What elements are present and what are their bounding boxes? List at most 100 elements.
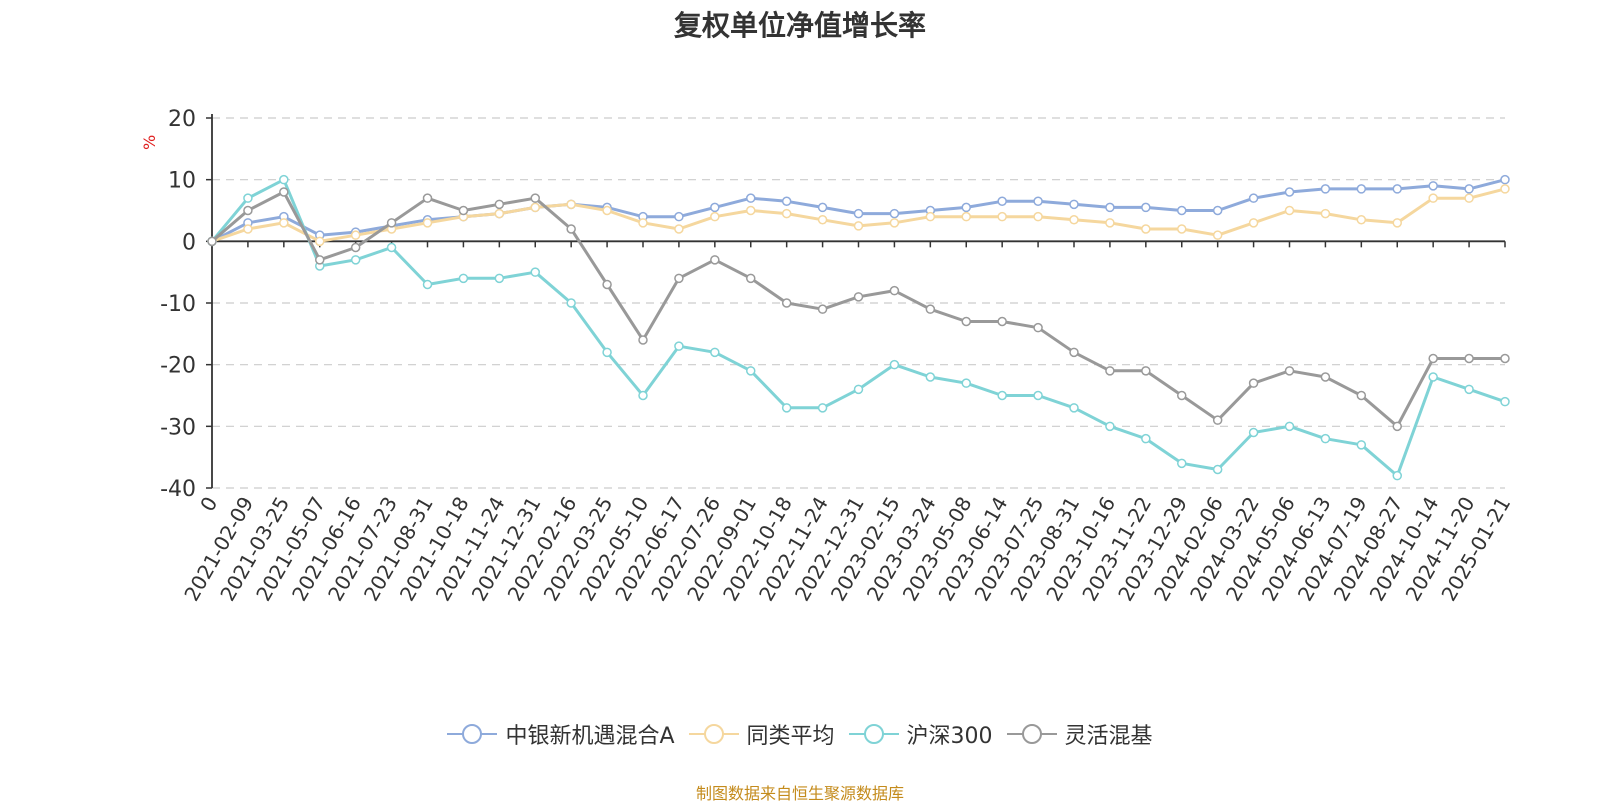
- data-point: [997, 196, 1007, 206]
- legend-label-index: 沪深300: [906, 724, 993, 749]
- legend-label-peer: 同类平均: [746, 724, 835, 749]
- data-point: [746, 193, 756, 203]
- data-point: [530, 202, 540, 213]
- data-point: [746, 205, 756, 216]
- data-point: [1284, 187, 1295, 197]
- data-point: [422, 279, 433, 290]
- data-point: [1212, 464, 1223, 475]
- data-point: [1069, 199, 1079, 210]
- source-note: 制图数据来自恒生聚源数据库: [695, 784, 904, 803]
- data-point: [1428, 181, 1438, 191]
- y-tick-label: 20: [168, 107, 196, 132]
- data-point: [1105, 218, 1115, 228]
- data-point: [925, 211, 936, 222]
- legend-label-category: 灵活混基: [1064, 724, 1153, 749]
- data-point: [889, 359, 900, 370]
- y-tick-label: -40: [160, 477, 196, 502]
- legend-item-fund[interactable]: 中银新机遇混合A: [447, 718, 675, 750]
- data-point: [458, 205, 469, 216]
- data-point: [1033, 196, 1043, 206]
- data-point: [925, 372, 936, 382]
- data-point: [494, 208, 505, 219]
- data-point: [207, 236, 217, 247]
- data-point: [1248, 427, 1259, 438]
- data-point: [1464, 353, 1474, 364]
- data-point: [1033, 390, 1043, 401]
- data-point: [781, 403, 792, 413]
- data-point: [602, 347, 612, 358]
- data-point: [1141, 202, 1151, 213]
- legend-label-fund: 中银新机遇混合A: [505, 724, 675, 749]
- data-point: [1356, 440, 1367, 450]
- data-point: [1428, 193, 1438, 203]
- legend-item-peer[interactable]: 同类平均: [688, 718, 835, 750]
- data-point: [1177, 458, 1187, 469]
- data-point: [638, 218, 648, 228]
- data-point: [386, 218, 397, 228]
- data-point: [1320, 208, 1331, 219]
- data-point: [889, 285, 900, 296]
- y-tick-label: 10: [168, 169, 196, 194]
- legend-item-category[interactable]: 灵活混基: [1006, 718, 1153, 750]
- data-point: [458, 273, 469, 284]
- data-point: [1500, 396, 1510, 407]
- data-point: [710, 347, 720, 358]
- data-point: [710, 202, 720, 213]
- data-point: [961, 211, 971, 222]
- data-point: [1105, 202, 1115, 213]
- data-point: [1248, 193, 1259, 203]
- y-tick-label: 0: [182, 230, 196, 255]
- legend-swatch-index: [848, 724, 899, 744]
- data-point: [1284, 421, 1295, 432]
- x-tick-label: 0: [195, 493, 222, 516]
- data-point: [243, 224, 253, 234]
- data-point: [997, 211, 1007, 222]
- data-point: [566, 298, 576, 308]
- data-point: [315, 236, 325, 247]
- data-point: [1428, 372, 1438, 382]
- data-point: [1033, 211, 1043, 222]
- data-point: [243, 193, 253, 203]
- data-point: [1464, 193, 1474, 203]
- data-point: [1141, 224, 1151, 234]
- data-point: [1212, 415, 1223, 425]
- legend-item-index[interactable]: 沪深300: [848, 718, 993, 750]
- data-point: [781, 298, 792, 308]
- data-point: [1177, 390, 1187, 401]
- data-point: [710, 211, 720, 222]
- data-point: [781, 208, 792, 219]
- data-point: [1320, 372, 1331, 382]
- chart-title: 复权单位净值增长率: [673, 9, 926, 42]
- data-point: [746, 366, 756, 376]
- data-point: [1033, 322, 1043, 333]
- y-tick-label: -30: [160, 415, 196, 440]
- data-point: [243, 205, 253, 216]
- data-point: [817, 403, 828, 413]
- data-point: [961, 316, 971, 327]
- data-point: [1320, 433, 1331, 444]
- data-point: [1105, 366, 1115, 376]
- data-point: [1284, 366, 1295, 376]
- data-point: [566, 199, 576, 210]
- data-point: [1392, 421, 1402, 432]
- data-point: [853, 208, 864, 219]
- data-point: [817, 215, 828, 225]
- data-point: [674, 211, 684, 222]
- data-point: [746, 273, 756, 284]
- data-point: [386, 242, 397, 253]
- data-point: [422, 193, 433, 203]
- data-point: [1464, 384, 1474, 395]
- data-point: [1428, 353, 1438, 364]
- data-point: [1464, 184, 1474, 194]
- data-point: [315, 255, 325, 265]
- data-point: [1141, 433, 1151, 444]
- data-point: [350, 255, 361, 265]
- data-point: [853, 384, 864, 395]
- data-point: [350, 242, 361, 253]
- data-point: [1069, 347, 1079, 358]
- data-point: [1500, 174, 1510, 185]
- data-point: [1356, 184, 1367, 194]
- data-point: [1069, 215, 1079, 225]
- data-point: [602, 205, 612, 216]
- data-point: [781, 196, 792, 206]
